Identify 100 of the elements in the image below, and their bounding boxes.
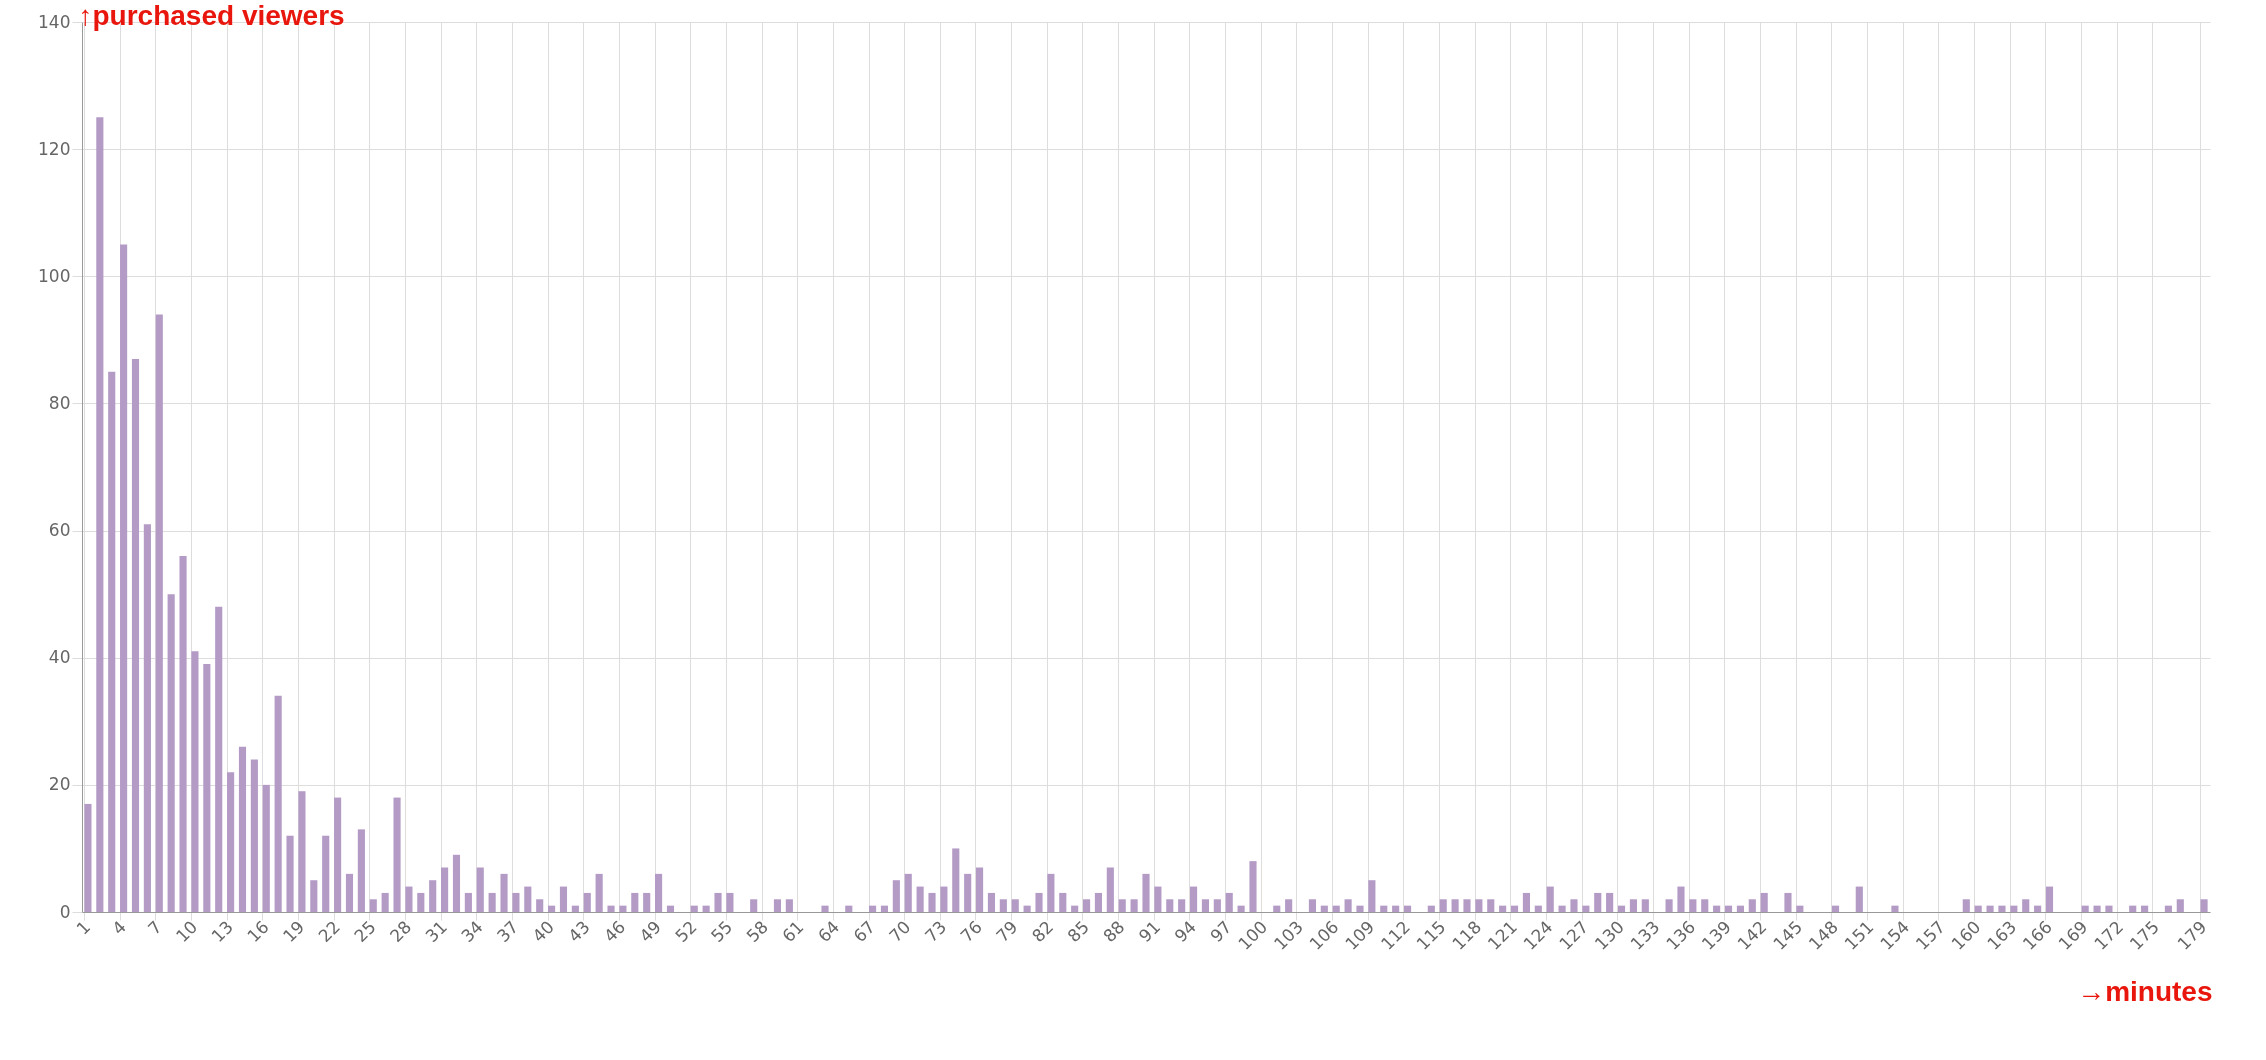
bar xyxy=(262,784,270,912)
x-tick-label: 136 xyxy=(1662,916,1700,954)
bar xyxy=(880,905,889,912)
bar xyxy=(1237,905,1245,912)
bar xyxy=(690,905,698,912)
x-tick-label: 100 xyxy=(1234,916,1272,954)
bar xyxy=(2022,899,2030,912)
bar xyxy=(1522,892,1530,912)
bar xyxy=(1784,892,1792,912)
y-tick-label: 40 xyxy=(48,647,71,668)
x-tick-label: 109 xyxy=(1341,916,1379,954)
x-tick-label: 25 xyxy=(350,916,380,947)
bar xyxy=(274,695,282,912)
bar xyxy=(702,905,710,912)
bar xyxy=(1796,905,1804,912)
bar xyxy=(2200,899,2208,912)
bar xyxy=(1629,899,1637,912)
bar xyxy=(250,759,258,912)
y-tick-label: 140 xyxy=(38,11,71,32)
x-tick-label: 76 xyxy=(956,916,986,947)
bar xyxy=(452,854,461,912)
bar xyxy=(1403,905,1412,912)
bar xyxy=(607,905,615,912)
bar xyxy=(1332,905,1340,912)
bar xyxy=(512,892,520,912)
x-tick-label: 179 xyxy=(2173,916,2211,954)
bar xyxy=(976,867,984,912)
y-tick-label: 0 xyxy=(59,901,71,922)
x-tick-label: 121 xyxy=(1483,916,1521,954)
bar xyxy=(940,886,948,912)
y-axis-title: ↑purchased viewers xyxy=(78,0,345,31)
bar xyxy=(1071,905,1079,912)
bar xyxy=(1558,905,1566,912)
bar xyxy=(631,892,639,912)
bar xyxy=(357,829,365,912)
bar xyxy=(1463,899,1471,912)
bar xyxy=(1439,899,1447,912)
bar xyxy=(417,892,425,912)
bar xyxy=(1154,886,1162,912)
bar xyxy=(1641,899,1649,912)
bar xyxy=(167,594,175,912)
bar xyxy=(464,892,472,912)
bar xyxy=(476,867,484,912)
x-tick-label: 7 xyxy=(143,916,166,939)
bar xyxy=(1962,899,1970,912)
x-tick-label: 139 xyxy=(1697,916,1735,954)
bar xyxy=(595,873,603,912)
x-tick-label: 10 xyxy=(171,916,202,947)
bar xyxy=(2093,905,2101,912)
bar xyxy=(916,886,924,912)
bar xyxy=(2176,899,2184,912)
x-tick-label: 37 xyxy=(492,916,523,947)
x-tick-label: 91 xyxy=(1134,916,1165,947)
bar xyxy=(215,606,223,912)
bar xyxy=(2010,905,2018,912)
x-tick-label: 154 xyxy=(1876,916,1914,954)
bar xyxy=(143,524,151,912)
x-tick-label: 151 xyxy=(1840,916,1878,954)
bar xyxy=(2081,905,2089,912)
bar xyxy=(203,664,211,912)
y-tick-label: 60 xyxy=(48,520,71,541)
bar xyxy=(84,803,92,912)
bar xyxy=(1487,899,1495,912)
x-tick-label: 1 xyxy=(72,916,95,939)
bar xyxy=(559,886,568,912)
bar xyxy=(1701,899,1709,912)
x-tick-label: 169 xyxy=(2054,916,2092,954)
bar xyxy=(1606,892,1614,912)
x-tick-label: 82 xyxy=(1027,916,1058,947)
bar xyxy=(773,899,782,912)
bar xyxy=(1760,892,1768,912)
x-tick-label: 40 xyxy=(528,916,558,947)
bar xyxy=(750,899,758,912)
bar xyxy=(1451,899,1459,912)
bar xyxy=(785,899,793,912)
bar xyxy=(821,905,829,912)
x-tick-label: 28 xyxy=(385,916,416,947)
bar xyxy=(2164,905,2172,912)
x-tick-label: 46 xyxy=(599,916,630,947)
bar xyxy=(1546,886,1554,912)
bar xyxy=(1189,886,1198,912)
bar xyxy=(583,892,591,912)
bar xyxy=(120,244,128,912)
bar xyxy=(1059,892,1067,912)
bar xyxy=(488,892,496,912)
bar xyxy=(524,886,532,912)
bar xyxy=(1130,899,1138,912)
bar xyxy=(714,892,722,912)
bar xyxy=(227,772,235,912)
bar xyxy=(1986,905,1994,912)
x-tick-label: 163 xyxy=(1983,916,2021,954)
bar xyxy=(2034,905,2042,912)
bar xyxy=(1047,873,1055,912)
x-tick-label: 73 xyxy=(920,916,951,947)
x-tick-label: 43 xyxy=(564,916,594,947)
bar xyxy=(381,892,389,912)
bar xyxy=(1166,899,1174,912)
x-tick-label: 64 xyxy=(813,916,844,947)
bar xyxy=(1106,867,1114,912)
bar xyxy=(179,556,187,912)
